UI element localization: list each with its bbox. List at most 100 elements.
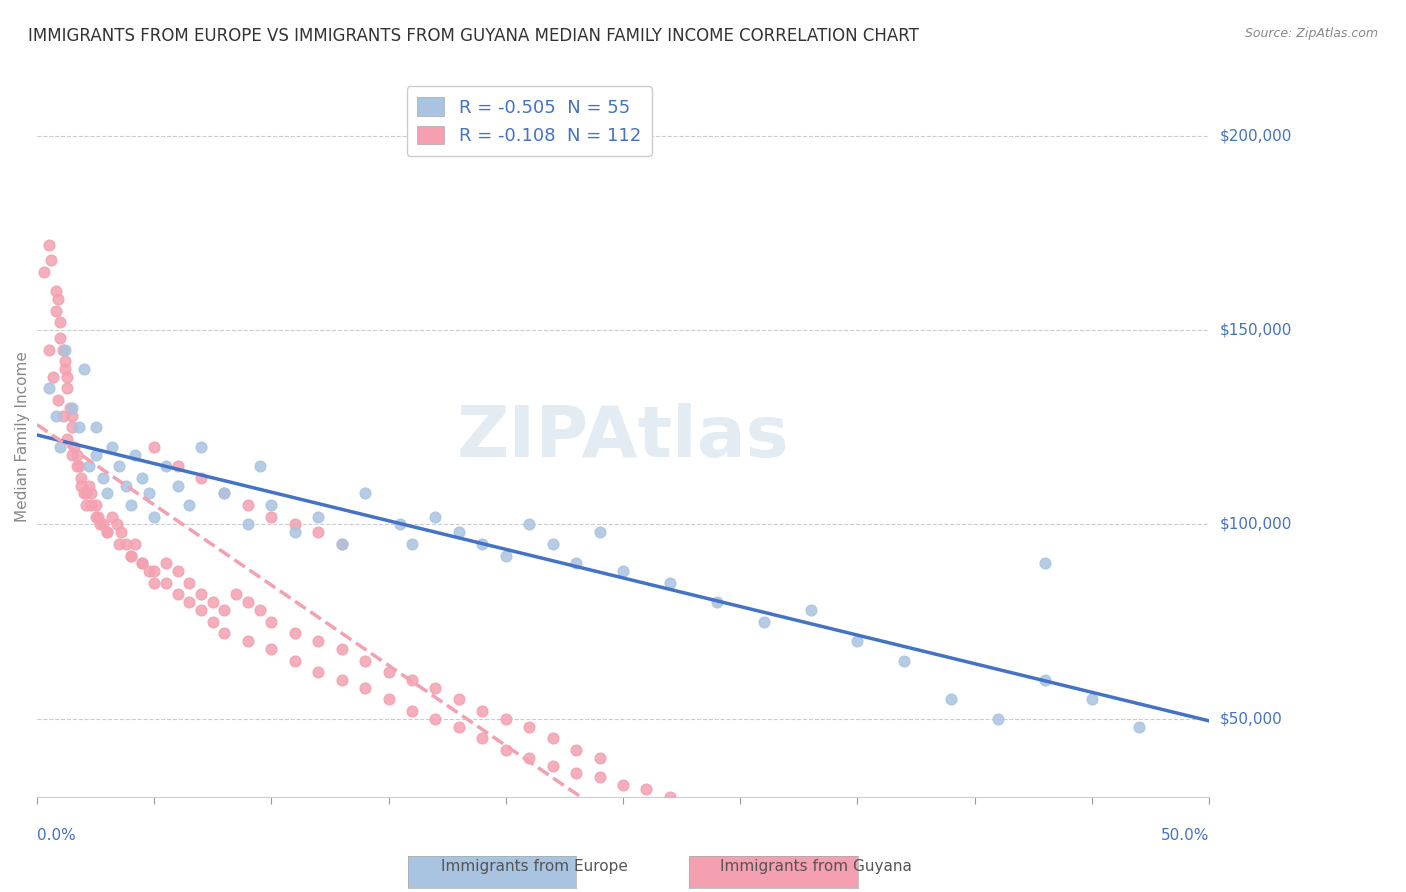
Point (108, 537, 131, 551)
Point (70, 471, 93, 485)
Text: ZIPAtlas: ZIPAtlas (457, 402, 789, 472)
Point (179, 575, 201, 590)
Point (236, 517, 259, 532)
Point (56, 432, 79, 446)
Point (49, 331, 72, 345)
Point (143, 564, 166, 578)
Point (138, 564, 160, 578)
Point (214, 486, 236, 500)
Point (77, 459, 100, 474)
Point (201, 595, 224, 609)
Point (84, 420, 107, 434)
Point (70, 478, 93, 492)
Point (284, 654, 307, 668)
Point (66, 459, 89, 474)
Point (307, 634, 329, 648)
Point (377, 665, 399, 680)
Point (389, 517, 412, 532)
Point (330, 641, 353, 656)
Point (143, 440, 166, 454)
Point (66, 448, 89, 462)
Point (115, 537, 138, 551)
Point (284, 626, 307, 640)
Point (447, 720, 470, 734)
Point (284, 525, 307, 540)
Point (179, 595, 201, 609)
Point (53, 362, 76, 376)
Point (110, 525, 132, 540)
Point (425, 712, 447, 726)
Point (425, 681, 447, 695)
Text: $200,000: $200,000 (1220, 128, 1292, 144)
Point (87, 509, 110, 524)
Point (77, 478, 100, 492)
Point (89, 517, 111, 532)
Point (612, 778, 634, 792)
Point (38, 237, 60, 252)
Point (541, 758, 564, 772)
Legend: R = -0.505  N = 55, R = -0.108  N = 112: R = -0.505 N = 55, R = -0.108 N = 112 (406, 87, 652, 156)
Point (60, 448, 83, 462)
Point (658, 575, 681, 590)
Point (63, 440, 86, 454)
Point (75, 498, 97, 512)
Point (471, 731, 494, 746)
Point (179, 498, 201, 512)
Point (260, 641, 283, 656)
Point (52, 343, 75, 357)
Point (45, 409, 67, 423)
Point (495, 743, 517, 757)
Point (53, 354, 76, 368)
Point (120, 549, 142, 563)
Point (1128, 720, 1150, 734)
Point (447, 692, 470, 706)
Point (120, 498, 142, 512)
Point (588, 770, 610, 784)
Point (588, 525, 610, 540)
Point (155, 575, 177, 590)
Point (155, 557, 177, 571)
Point (307, 509, 329, 524)
Point (96, 525, 118, 540)
Point (330, 537, 353, 551)
Point (166, 564, 188, 578)
Point (377, 692, 399, 706)
Point (401, 537, 423, 551)
Point (425, 509, 447, 524)
Point (214, 603, 236, 617)
Point (565, 766, 588, 780)
Point (60, 401, 83, 415)
Point (1081, 692, 1104, 706)
Point (49, 315, 72, 329)
Point (166, 587, 188, 601)
Point (471, 537, 494, 551)
Text: 50.0%: 50.0% (1161, 828, 1209, 843)
Point (752, 615, 775, 629)
Point (67, 420, 90, 434)
Point (56, 369, 79, 384)
Point (60, 409, 83, 423)
Point (588, 750, 610, 764)
Point (45, 285, 67, 299)
Point (249, 603, 271, 617)
Point (517, 750, 540, 764)
Point (941, 692, 963, 706)
Text: IMMIGRANTS FROM EUROPE VS IMMIGRANTS FROM GUYANA MEDIAN FAMILY INCOME CORRELATIO: IMMIGRANTS FROM EUROPE VS IMMIGRANTS FRO… (28, 27, 920, 45)
Point (84, 509, 107, 524)
Point (636, 781, 658, 796)
Point (60, 420, 83, 434)
Point (307, 665, 329, 680)
Point (138, 486, 160, 500)
Point (84, 498, 107, 512)
Text: $100,000: $100,000 (1220, 517, 1292, 532)
Point (447, 525, 470, 540)
Point (166, 459, 188, 474)
Point (155, 459, 177, 474)
Point (471, 704, 494, 718)
Point (401, 704, 423, 718)
Point (38, 381, 60, 395)
Point (190, 440, 212, 454)
Point (80, 498, 103, 512)
Point (201, 615, 224, 629)
Point (236, 595, 259, 609)
